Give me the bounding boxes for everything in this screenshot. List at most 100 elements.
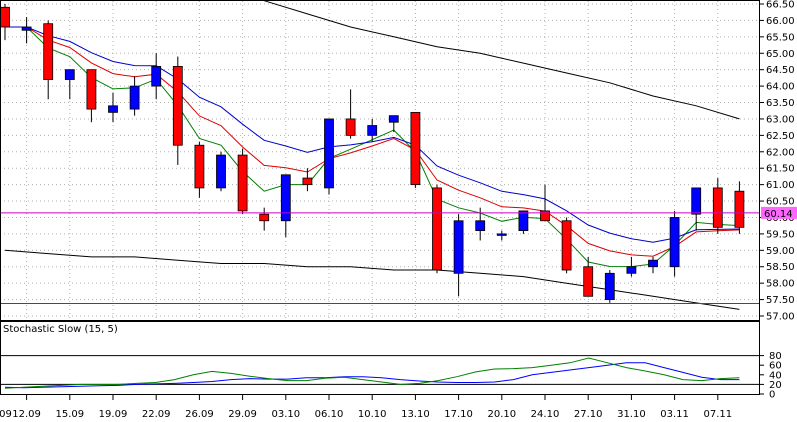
date-tick-label: 15.09 [55,409,84,420]
stochastic-tick-label: 80 [769,351,782,362]
candle [648,256,658,274]
price-tick-label: 58.50 [766,262,795,273]
candle-body [410,111,421,186]
candle [626,256,637,277]
stochastic-tick-label: 40 [769,370,782,381]
candle-body [172,66,183,146]
candle [496,230,507,241]
price-axis: 66.50 66.00 65.50 65.00 64.50 64.00 63.50 63.00… [760,0,797,323]
candle-body [388,115,399,123]
candle-body [151,66,162,87]
moving-average-medium [5,26,740,257]
stochastic-panel-frame [0,321,760,395]
candle-body [734,190,745,228]
candle [518,210,529,234]
stochastic-line [4,362,740,389]
candle [712,178,723,234]
candle-body [237,154,248,212]
price-tick-label: 64.00 [766,82,795,93]
candle [216,151,226,192]
last-price-label: 60.14 [764,209,793,220]
candle [367,118,378,142]
bollinger-lower-line [4,249,740,310]
candle [410,111,421,188]
date-tick-label: 29.09 [228,409,257,420]
date-tick-label: 19.09 [99,409,128,420]
price-tick-label: 64.50 [766,65,795,76]
date-tick-label: 10.10 [358,409,387,420]
date-tick-label: 26.09 [185,409,214,420]
candle-body [64,69,75,80]
date-tick-label: 03.11 [660,409,689,420]
candle-body [496,233,507,236]
candle-body [216,154,226,189]
candle [302,168,313,192]
candle-body [453,220,464,274]
date-tick-label: 27.10 [574,409,603,420]
candle [129,76,140,116]
candle [388,115,399,133]
date-tick-label: 22.09 [142,409,171,420]
date-tick-label: .09 [0,409,12,420]
candle [669,210,680,277]
candle-body [345,118,356,136]
candle [172,56,183,165]
candle [151,53,162,100]
candle-body [108,105,118,113]
candle [237,148,248,215]
price-tick-label: 66.50 [766,0,795,11]
price-panel: 66.50 66.00 65.50 65.00 64.50 64.00 63.50 63.00… [0,0,797,323]
candle [259,207,270,231]
candle-body [691,187,702,215]
price-tick-label: 57.00 [766,312,795,323]
price-tick-label: 58.00 [766,279,795,290]
candle-body [259,213,270,222]
candle-body [583,266,594,297]
candle-body [367,125,378,136]
candle-body [280,174,291,222]
candle-body [129,85,140,110]
candle-body [432,187,442,271]
stochastic-line [4,357,740,389]
date-tick-label: 24.10 [531,409,560,420]
candle-body [475,220,486,232]
candle [64,69,75,100]
price-grid [0,1,760,320]
candle-body [43,23,54,80]
date-tick-label: 03.10 [271,409,300,420]
candle-body [86,69,97,110]
price-tick-label: 63.50 [766,98,795,109]
candle-body [21,26,32,31]
price-tick-label: 59.50 [766,229,795,240]
candle-body [561,220,572,271]
candle [21,17,32,44]
candle [453,214,464,297]
price-tick-label: 59.00 [766,246,795,257]
candle-body [648,259,658,268]
price-tick-label: 62.50 [766,131,795,142]
bollinger-upper-line [260,0,740,120]
date-tick-label: 20.10 [487,409,516,420]
candle [345,89,356,139]
candle [194,141,205,198]
candle [280,174,291,238]
price-panel-frame [0,0,760,321]
candle-body [194,144,205,189]
candle [432,184,442,274]
last-price-marker [761,206,797,219]
date-tick-label: 13.10 [401,409,430,420]
stochastic-tick-label: 20 [769,380,782,391]
price-tick-label: 60.50 [766,197,795,208]
horizontal-levels [0,212,760,305]
candle-body [540,210,550,222]
price-tick-label: 61.50 [766,164,795,175]
date-tick-label: 07.11 [703,409,732,420]
date-tick-label: 31.10 [617,409,646,420]
candle [43,20,54,100]
candle [108,92,118,123]
